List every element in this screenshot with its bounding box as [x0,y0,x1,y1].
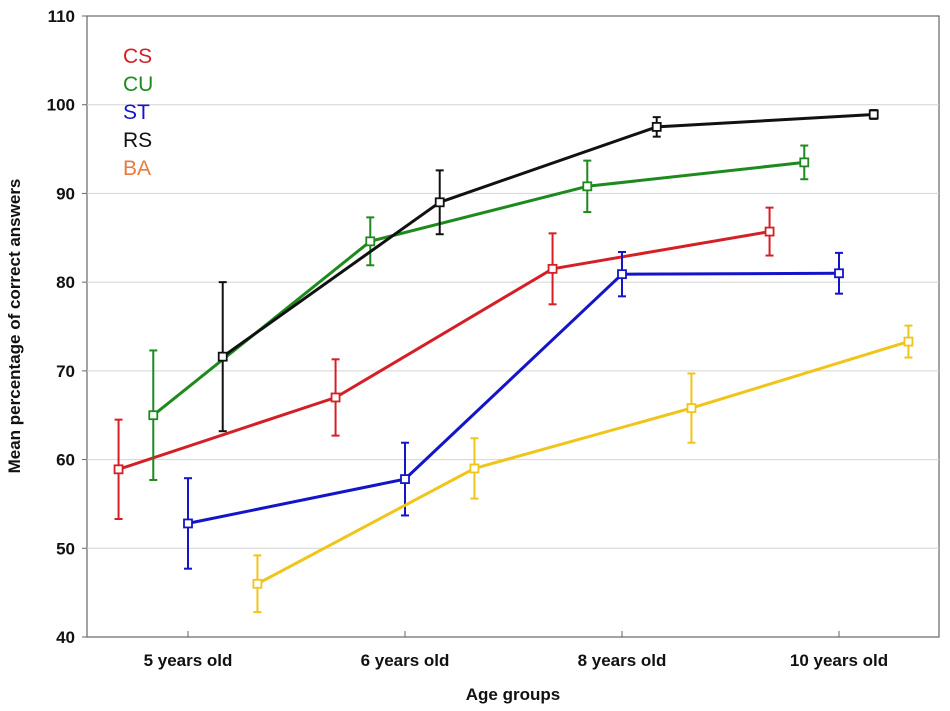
y-tick-label: 100 [47,96,75,115]
data-point [469,463,480,474]
data-point [617,269,627,280]
data-point [434,197,445,208]
data-point [252,578,263,589]
data-point [365,236,376,247]
y-tick-label: 40 [56,628,75,647]
y-tick-label: 110 [48,7,75,26]
data-point [400,474,410,484]
data-point [651,121,662,132]
series-line [118,230,770,471]
y-tick-label: 70 [56,362,75,381]
legend-item-st: ST [123,101,150,124]
legend: CS CU ST RS BA [123,45,153,180]
y-tick-label: 80 [56,273,75,292]
data-point [113,464,124,475]
data-point [183,518,193,529]
y-tick-label: 90 [56,184,75,203]
y-tick-label: 50 [56,539,75,558]
x-tick-label: 10 years old [790,651,888,670]
x-axis: 5 years old 6 years old 8 years old 10 year… [144,631,888,670]
data-point [330,392,341,403]
data-point [686,403,697,414]
data-point [903,336,914,347]
data-point [868,109,879,120]
x-axis-title: Age groups [466,685,560,704]
grid [87,104,939,549]
series-line [256,340,909,586]
legend-item-cu: CU [123,73,153,96]
series-cs [113,206,775,521]
x-tick-label: 8 years old [578,651,667,670]
x-tick-label: 5 years old [144,651,233,670]
data-point [582,181,593,192]
series-st [183,250,844,570]
legend-item-cs: CS [123,45,152,68]
plot-area [86,15,940,638]
legend-item-rs: RS [123,129,152,152]
y-axis: 40 50 60 70 80 90 100 110 [47,7,87,647]
data-point [547,263,558,274]
series-ba [252,324,914,614]
series-line [221,113,874,358]
series-rs [217,109,879,433]
y-axis-title: Mean percentage of correct answers [5,179,24,474]
legend-item-ba: BA [123,157,151,180]
data-point [217,351,228,362]
series-line [187,271,840,525]
x-tick-label: 6 years old [361,651,450,670]
data-point [764,226,775,237]
series-group [113,109,914,614]
data-point [834,268,844,279]
data-point [148,410,159,421]
data-point [799,157,810,168]
y-tick-label: 60 [56,451,75,470]
